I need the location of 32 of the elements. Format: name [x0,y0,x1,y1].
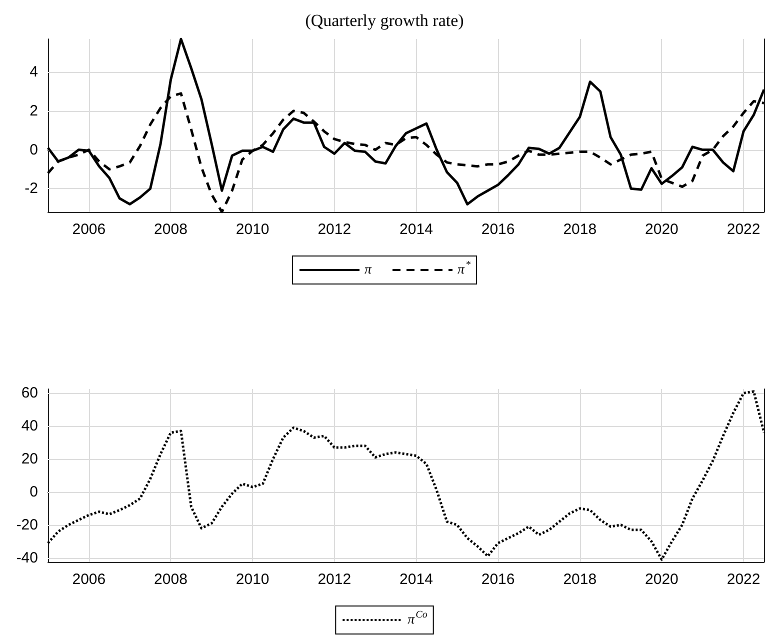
y-tick-label: 2 [30,102,38,120]
x-tick-label: 2006 [72,221,106,238]
x-tick-label: 2014 [400,571,433,588]
y-tick-label: 0 [30,141,38,158]
x-tick-label: 2020 [645,571,678,588]
y-tick-label: 0 [30,483,38,500]
y-tick-label: -20 [16,516,38,534]
legend-label: π [364,262,372,278]
x-tick-label: 2008 [154,221,188,238]
x-tick-label: 2016 [481,571,515,588]
x-tick-label: 2018 [563,221,597,238]
y-tick-label: 60 [21,384,38,402]
x-tick-label: 2006 [72,571,106,588]
x-tick-label: 2008 [154,571,188,588]
y-tick-label: 4 [30,64,38,81]
y-tick-label: -40 [16,549,38,566]
chart-title: (Quarterly growth rate) [305,11,464,30]
x-tick-label: 2010 [236,221,270,238]
x-tick-label: 2020 [645,221,678,238]
line-series [46,390,766,561]
x-tick-label: 2022 [726,221,760,238]
x-tick-label: 2016 [481,221,515,238]
y-tick-label: 20 [21,450,38,468]
y-tick-label: -2 [24,180,38,198]
x-tick-label: 2014 [400,221,433,238]
x-tick-label: 2012 [318,221,352,238]
y-tick-label: 40 [21,418,38,435]
x-tick-label: 2022 [726,571,760,588]
x-tick-label: 2010 [236,571,270,588]
x-tick-label: 2012 [318,571,352,588]
x-tick-label: 2018 [563,571,597,588]
legend-label: π* [458,260,471,278]
